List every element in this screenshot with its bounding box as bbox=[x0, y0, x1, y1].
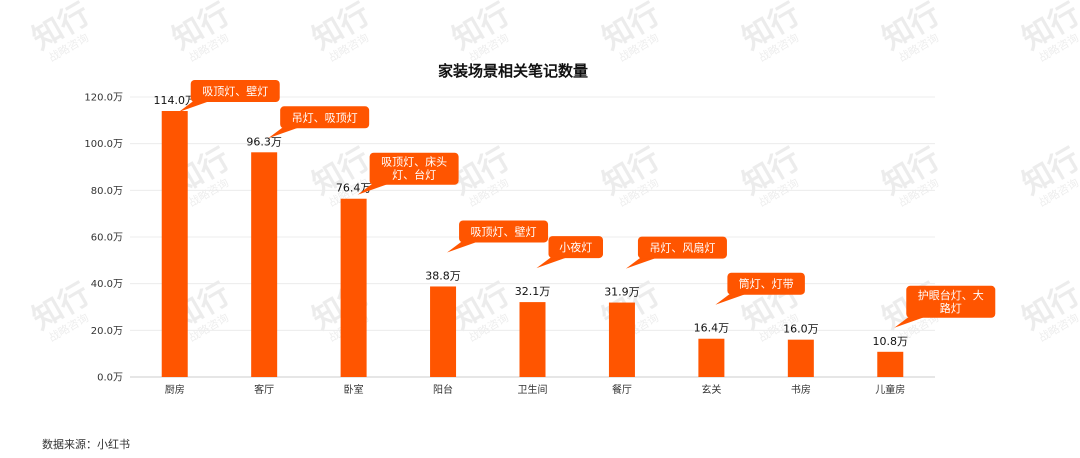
callout-text: 小夜灯 bbox=[559, 240, 592, 254]
callout: 吊灯、吸顶灯 bbox=[268, 106, 370, 139]
callout-box bbox=[727, 272, 805, 295]
x-category-label: 客厅 bbox=[254, 383, 274, 396]
callout-tail bbox=[894, 315, 929, 328]
bar-value-label: 96.3万 bbox=[246, 135, 282, 148]
chart-title: 家装场景相关笔记数量 bbox=[438, 62, 588, 80]
callout: 吸顶灯、床头灯、台灯 bbox=[357, 152, 459, 195]
y-tick-label: 0.0万 bbox=[97, 373, 123, 384]
bar bbox=[161, 111, 188, 377]
y-tick-label: 120.0万 bbox=[84, 93, 123, 104]
callout-text: 吊灯、风扇灯 bbox=[649, 241, 715, 255]
callout-tail bbox=[625, 256, 660, 269]
callout-box bbox=[369, 152, 459, 185]
callout-text: 吸顶灯、壁灯 bbox=[202, 84, 268, 98]
x-category-label: 阳台 bbox=[433, 383, 453, 396]
callout-text: 吸顶灯、床头 bbox=[381, 155, 447, 169]
bar bbox=[519, 302, 546, 377]
bar-series bbox=[161, 111, 904, 377]
x-category-label: 卧室 bbox=[344, 383, 364, 396]
data-source-note: 数据来源：小红书 bbox=[42, 438, 130, 451]
callout-tail bbox=[536, 256, 571, 269]
callout: 筒灯、灯带 bbox=[715, 272, 805, 305]
bar-value-label: 76.4万 bbox=[336, 182, 372, 195]
callout-text: 路灯 bbox=[940, 302, 962, 315]
callout-box bbox=[637, 236, 727, 259]
bar bbox=[608, 302, 635, 377]
callout: 吸顶灯、壁灯 bbox=[447, 220, 549, 253]
callout-box bbox=[548, 236, 603, 259]
callout-box bbox=[190, 80, 280, 102]
callout-tail bbox=[357, 182, 392, 195]
callout-tail bbox=[178, 100, 213, 112]
bar bbox=[787, 339, 814, 377]
x-category-label: 餐厅 bbox=[612, 383, 632, 396]
bar bbox=[430, 286, 457, 377]
x-axis: 厨房 客厅 卧室 阳台 卫生间 餐厅 玄关 书房 儿童房 bbox=[165, 383, 906, 396]
x-category-label: 卫生间 bbox=[518, 383, 548, 396]
bar-value-label: 38.8万 bbox=[425, 269, 461, 282]
x-category-label: 玄关 bbox=[701, 383, 721, 396]
y-tick-label: 40.0万 bbox=[91, 279, 123, 290]
value-labels: 114.0万 96.3万 76.4万 38.8万 32.1万 31.9万 16.4万 16.0… bbox=[153, 94, 908, 348]
y-tick-label: 60.0万 bbox=[91, 233, 123, 244]
callout-tail bbox=[715, 292, 750, 305]
callout: 吸顶灯、壁灯 bbox=[178, 80, 280, 112]
callout-text: 灯、台灯 bbox=[392, 168, 436, 182]
callout-tail bbox=[268, 126, 303, 139]
x-category-label: 厨房 bbox=[165, 383, 185, 396]
callout-box bbox=[459, 220, 549, 243]
bar bbox=[877, 351, 904, 377]
bar bbox=[698, 338, 725, 377]
bar-value-label: 16.0万 bbox=[783, 323, 819, 336]
callout-tail bbox=[447, 240, 482, 253]
y-tick-label: 100.0万 bbox=[84, 139, 123, 150]
bar-value-label: 32.1万 bbox=[515, 285, 551, 298]
callout-box bbox=[280, 106, 370, 129]
callout: 护眼台灯、大路灯 bbox=[894, 285, 996, 328]
y-axis: 0.0万 20.0万 40.0万 60.0万 80.0万 100.0万 120.0万 bbox=[84, 93, 123, 384]
x-category-label: 书房 bbox=[791, 383, 811, 396]
callout-text: 筒灯、灯带 bbox=[739, 277, 794, 291]
callout-text: 护眼台灯、大 bbox=[918, 288, 984, 302]
y-tick-label: 20.0万 bbox=[91, 326, 123, 337]
bar-value-label: 114.0万 bbox=[153, 94, 196, 107]
callout-text: 吊灯、吸顶灯 bbox=[292, 111, 358, 124]
callout-text: 吸顶灯、壁灯 bbox=[471, 224, 537, 238]
bar bbox=[340, 198, 367, 377]
bar bbox=[251, 152, 278, 377]
y-tick-label: 80.0万 bbox=[91, 186, 123, 197]
callout: 吊灯、风扇灯 bbox=[625, 236, 727, 269]
bar-value-label: 10.8万 bbox=[873, 335, 909, 348]
callout: 小夜灯 bbox=[536, 236, 603, 269]
bar-value-label: 16.4万 bbox=[694, 322, 730, 335]
x-category-label: 儿童房 bbox=[875, 383, 905, 396]
bar-value-label: 31.9万 bbox=[604, 286, 640, 299]
callout-box bbox=[906, 285, 996, 318]
